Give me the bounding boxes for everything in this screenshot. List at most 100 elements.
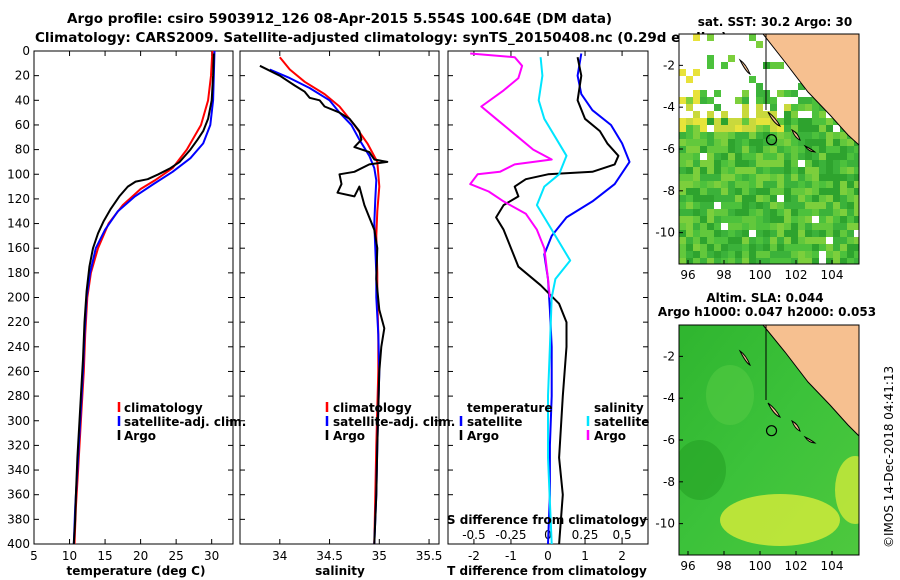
sst-pixel	[819, 195, 826, 202]
top-tick-label: -0.25	[495, 528, 526, 542]
sst-pixel	[721, 111, 728, 118]
sst-pixel	[833, 202, 840, 209]
sst-pixel	[777, 118, 784, 125]
sst-pixel	[805, 244, 812, 251]
sst-pixel	[791, 118, 798, 125]
sst-pixel	[798, 83, 805, 90]
sst-pixel	[770, 258, 777, 264]
sst-pixel	[707, 181, 714, 188]
sst-pixel	[735, 230, 742, 237]
sst-pixel	[819, 244, 826, 251]
sst-pixel	[840, 237, 847, 244]
sst-pixel	[714, 244, 721, 251]
sst-pixel	[784, 237, 791, 244]
sst-pixel	[847, 188, 854, 195]
sst-pixel	[763, 251, 770, 258]
sst-pixel	[742, 181, 749, 188]
sst-pixel	[749, 251, 756, 258]
s-difference-axis-label: S difference from climatology	[447, 513, 647, 527]
sst-pixel	[847, 209, 854, 216]
sst-pixel	[854, 258, 859, 264]
sla-high-blob-east	[835, 456, 859, 524]
sst-pixel	[700, 132, 707, 139]
sst-pixel	[819, 202, 826, 209]
sst-pixel	[742, 125, 749, 132]
sst-pixel	[763, 118, 770, 125]
sst-pixel	[707, 251, 714, 258]
sst-pixel	[707, 111, 714, 118]
sst-pixel	[707, 118, 714, 125]
sst-pixel	[784, 195, 791, 202]
sst-pixel	[714, 104, 721, 111]
sst-pixel	[819, 160, 826, 167]
sst-pixel	[763, 111, 770, 118]
sst-pixel	[693, 181, 700, 188]
sst-pixel	[686, 146, 693, 153]
sst-pixel	[791, 251, 798, 258]
sst-pixel	[847, 216, 854, 223]
sst-pixel	[714, 188, 721, 195]
sst-pixel	[756, 174, 763, 181]
sst-pixel	[756, 118, 763, 125]
sst-pixel	[749, 167, 756, 174]
sst-pixel	[784, 132, 791, 139]
sst-pixel	[686, 167, 693, 174]
sst-pixel	[812, 244, 819, 251]
y-tick-label: 0	[22, 44, 30, 58]
map-x-tick-label: 100	[749, 268, 772, 282]
sst-pixel	[742, 118, 749, 125]
sst-pixel	[679, 125, 686, 132]
sst-pixel	[812, 258, 819, 264]
sst-pixel	[854, 174, 859, 181]
y-tick-label: 260	[7, 364, 30, 378]
sst-pixel	[763, 174, 770, 181]
sst-pixel	[679, 167, 686, 174]
figure-title-line2: Climatology: CARS2009. Satellite-adjuste…	[35, 30, 727, 46]
sst-pixel	[805, 188, 812, 195]
sst-pixel	[763, 167, 770, 174]
legend-label-climatology: climatology	[124, 401, 203, 415]
sst-pixel	[742, 216, 749, 223]
sst-pixel	[805, 132, 812, 139]
sst-pixel	[714, 160, 721, 167]
sst-pixel	[756, 90, 763, 97]
sst-pixel	[819, 146, 826, 153]
sst-pixel	[791, 223, 798, 230]
sst-pixel	[700, 195, 707, 202]
sst-pixel	[763, 244, 770, 251]
sst-pixel	[798, 216, 805, 223]
sst-pixel	[791, 209, 798, 216]
sst-pixel	[847, 251, 854, 258]
sst-pixel	[833, 251, 840, 258]
sst-pixel	[777, 181, 784, 188]
sst-pixel	[742, 153, 749, 160]
sst-pixel	[728, 153, 735, 160]
sst-pixel	[700, 251, 707, 258]
sst-pixel	[805, 153, 812, 160]
sst-pixel	[742, 132, 749, 139]
sst-pixel	[854, 188, 859, 195]
sst-pixel	[707, 195, 714, 202]
sst-pixel	[798, 181, 805, 188]
legend-label-satellite: satellite-adj. clim.	[333, 415, 455, 429]
sst-pixel	[791, 181, 798, 188]
figure-title-line1: Argo profile: csiro 5903912_126 08-Apr-2…	[67, 11, 612, 27]
sst-pixel	[798, 202, 805, 209]
sst-pixel	[770, 209, 777, 216]
sst-pixel	[693, 118, 700, 125]
sst-pixel	[805, 258, 812, 264]
y-tick-label: 300	[7, 414, 30, 428]
sst-pixel	[728, 244, 735, 251]
x-tick-label: 35	[372, 549, 387, 563]
sst-pixel	[756, 195, 763, 202]
sst-pixel	[763, 223, 770, 230]
sst-pixel	[721, 202, 728, 209]
sst-pixel	[742, 251, 749, 258]
sst-pixel	[721, 181, 728, 188]
sst-pixel	[770, 62, 777, 69]
sst-pixel	[840, 174, 847, 181]
sst-pixel	[840, 230, 847, 237]
sst-pixel	[749, 34, 756, 41]
sst-pixel	[784, 174, 791, 181]
sst-pixel	[742, 111, 749, 118]
